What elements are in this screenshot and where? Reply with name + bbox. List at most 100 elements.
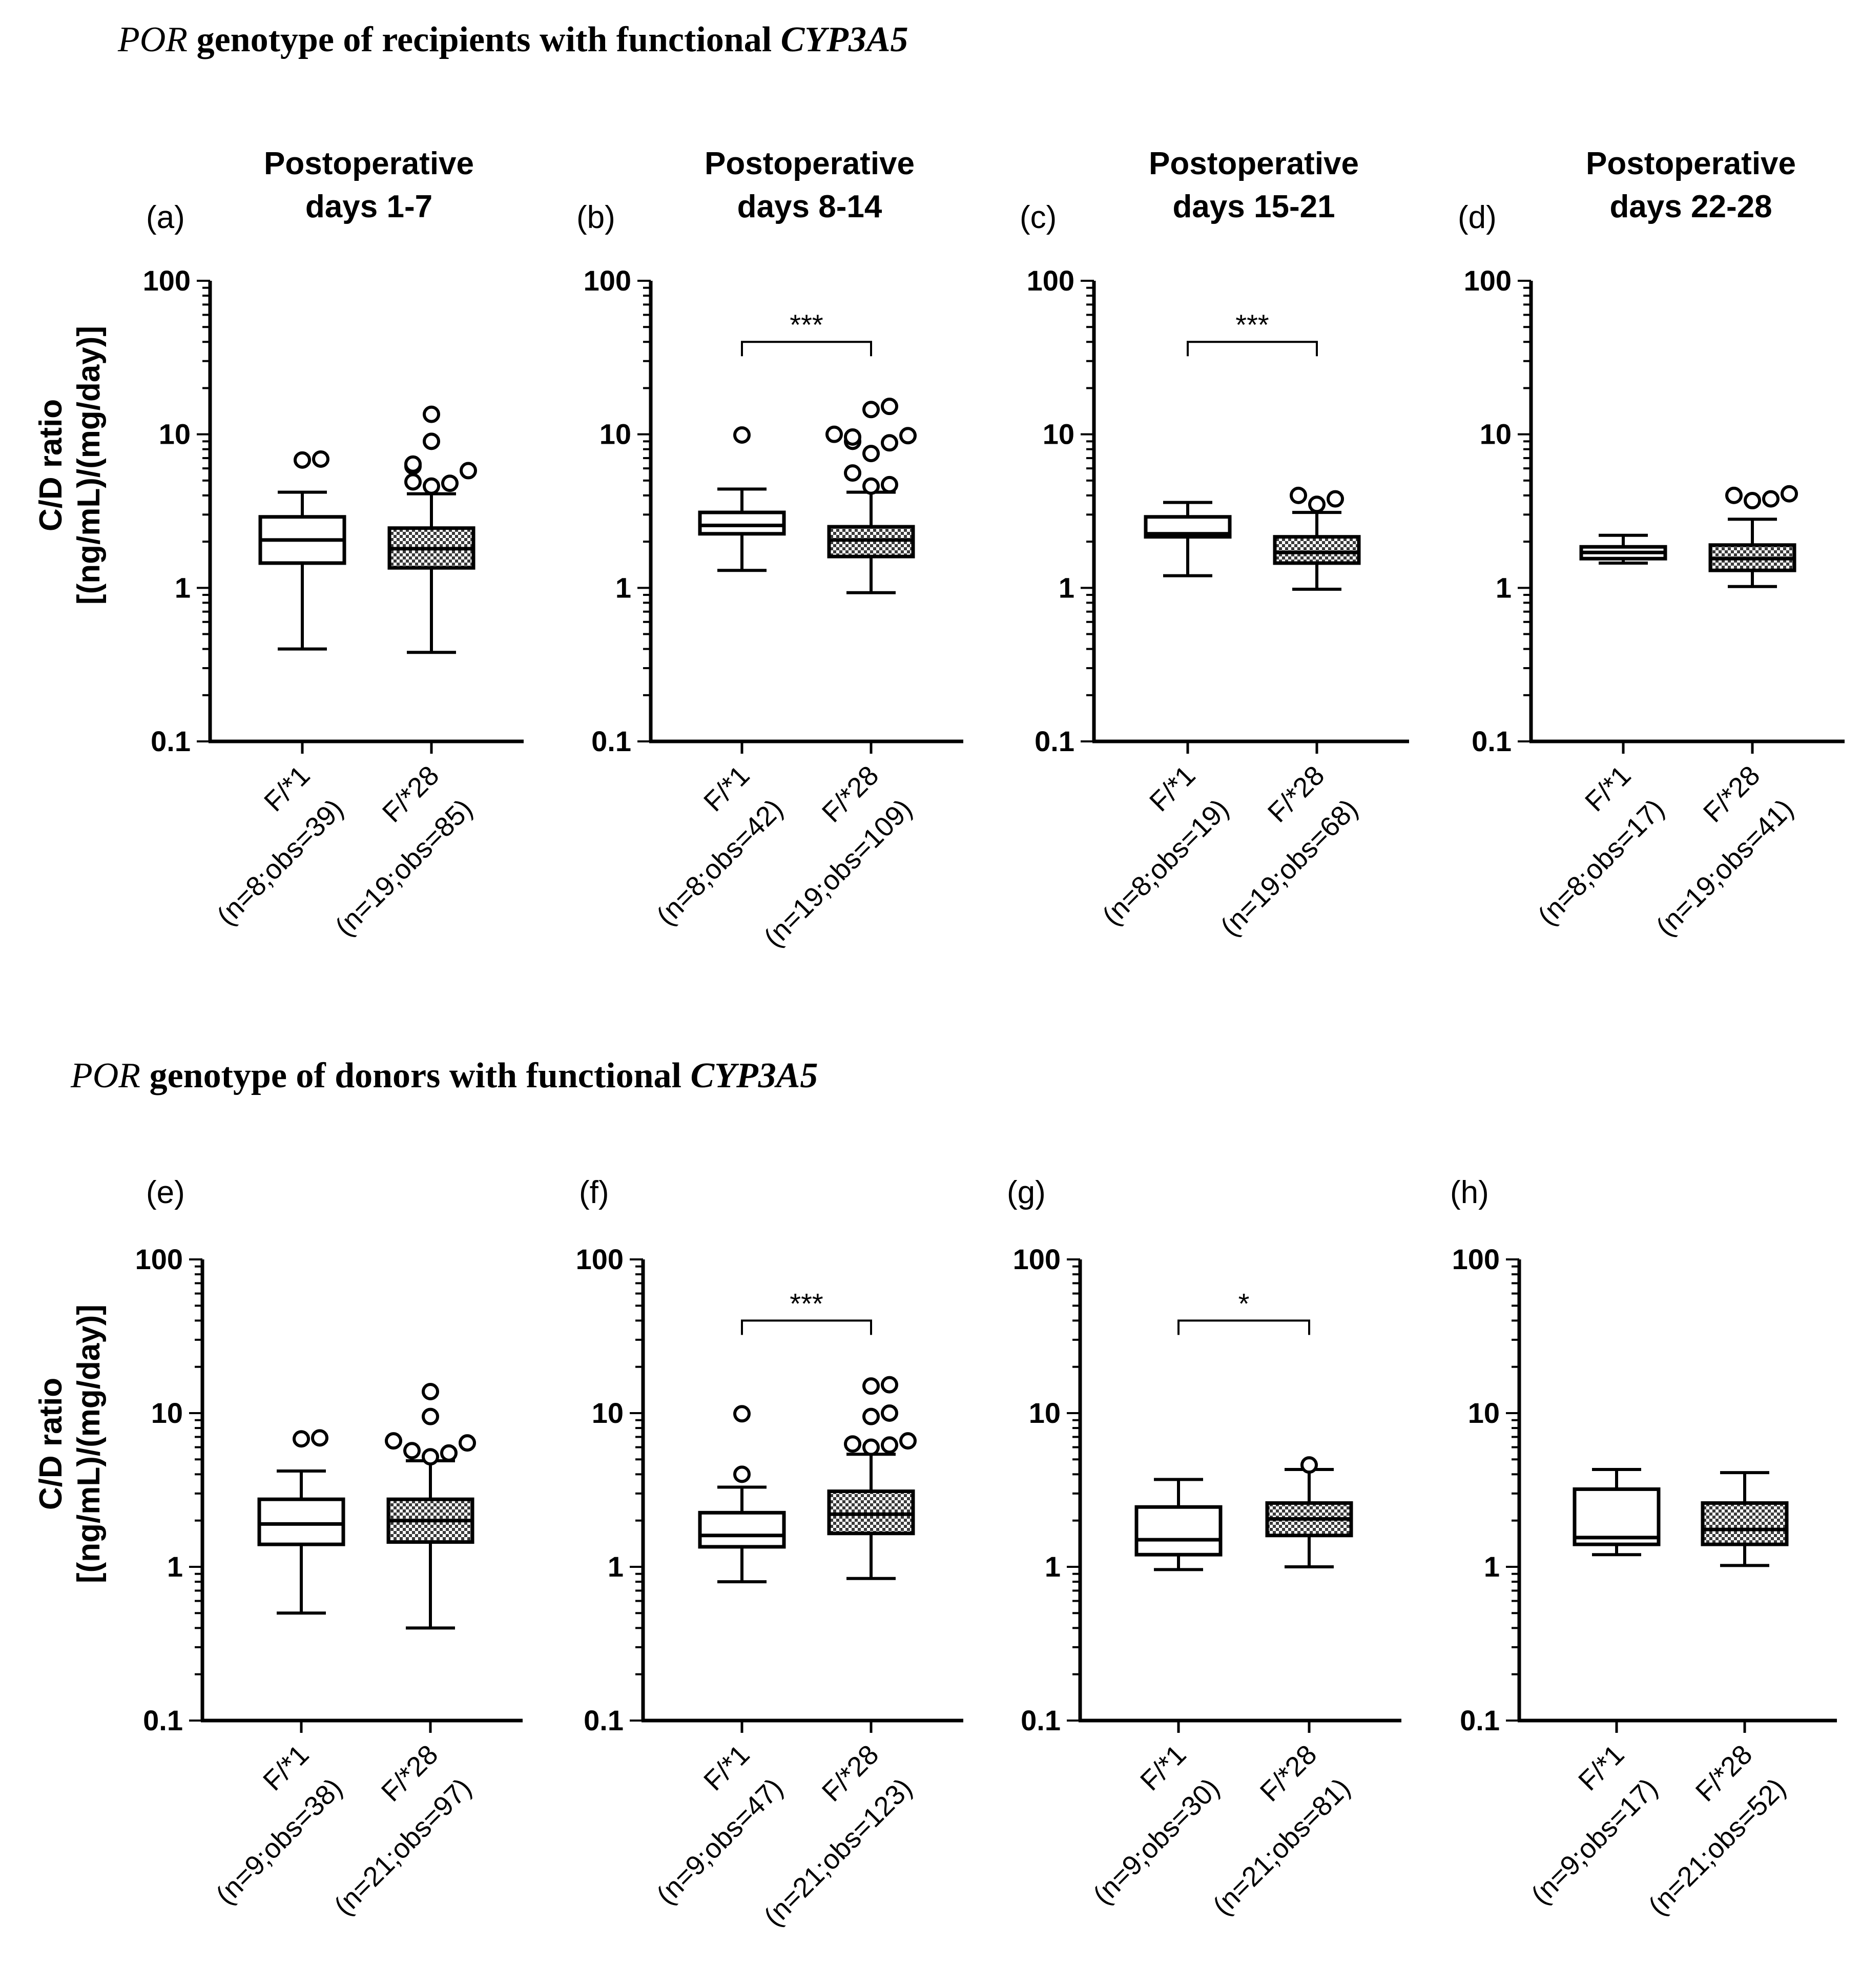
outlier-point <box>862 1438 880 1456</box>
iqr-box <box>1273 535 1361 565</box>
box-f28 <box>1265 1456 1353 1568</box>
significance-label: *** <box>1235 308 1269 341</box>
y-tick-label: 10 <box>599 418 631 450</box>
category-genotype-label: F/*1 <box>1579 760 1637 817</box>
bracket-line <box>741 341 872 357</box>
y-axis-label-top: C/D ratio [(ng/mL)/(mg/day)] <box>33 326 107 605</box>
y-tick-label: 10 <box>1029 1397 1061 1429</box>
y-tick-label: 1 <box>1045 1550 1061 1583</box>
outlier-point <box>294 451 311 469</box>
category-label: F/*28(n=19;obs=41) <box>1650 760 1800 942</box>
y-tick-label: 100 <box>1013 1243 1061 1275</box>
category-label: F/*28(n=19;obs=85) <box>329 760 479 942</box>
outlier-point <box>312 450 329 468</box>
outlier-point <box>422 1448 439 1466</box>
box-f1 <box>1134 1478 1223 1571</box>
box-f1 <box>1579 533 1667 565</box>
category-label: F/*28(n=19;obs=109) <box>758 760 918 953</box>
panel-e: (e) 0.1 1 10 100 F/*1(n=9;obs=38) F/*28(n=21;o… <box>135 1175 523 1921</box>
outlier-point <box>881 1376 898 1394</box>
panel-title-line: Postoperative <box>264 146 474 181</box>
category-label: F/*1(n=8;obs=39) <box>211 760 349 931</box>
section-title-donors: POR genotype of donors with functional C… <box>70 1056 818 1095</box>
category-genotype-label: F/*1 <box>698 760 755 817</box>
y-tick-label: 1 <box>615 571 631 604</box>
outlier-point <box>441 474 459 492</box>
y-tick-label: 0.1 <box>1472 725 1512 757</box>
y-tick-label: 1 <box>608 1550 624 1583</box>
significance-bracket: *** <box>1187 308 1318 357</box>
outlier-point <box>1308 495 1326 513</box>
category-label: F/*28(n=19;obs=68) <box>1215 760 1364 942</box>
box-f1 <box>1573 1467 1661 1557</box>
bracket-line <box>741 1319 872 1335</box>
iqr-box <box>257 1497 345 1546</box>
category-label: F/*1(n=8;obs=19) <box>1097 760 1235 931</box>
bracket-line <box>1177 1319 1310 1335</box>
outlier-point <box>733 1465 751 1483</box>
significance-label: *** <box>790 308 823 341</box>
y-tick-label: 100 <box>1464 264 1512 297</box>
outlier-point <box>311 1429 328 1447</box>
y-axis-label-line2: [(ng/mL)/(mg/day)] <box>71 1304 107 1583</box>
category-label: F/*1(n=9;obs=38) <box>210 1739 348 1911</box>
box-f28 <box>387 405 477 654</box>
significance-bracket: * <box>1177 1287 1310 1335</box>
category-label: F/*1(n=8;obs=17) <box>1532 760 1670 931</box>
outlier-point <box>733 1405 751 1423</box>
category-genotype-label: F/*1 <box>698 1739 755 1796</box>
category-genotype-label: F/*1 <box>257 1739 315 1796</box>
y-tick-label: 1 <box>1059 571 1074 604</box>
y-tick-label: 0.1 <box>584 1704 624 1736</box>
y-tick-label: 0.1 <box>591 725 631 757</box>
panel-a: (a) Postoperative days 1-7 0.1 1 10 100 F/*1(n=… <box>143 146 524 942</box>
outlier-point <box>844 464 861 482</box>
outlier-point <box>844 428 861 446</box>
y-tick-label: 100 <box>1452 1243 1500 1275</box>
significance-label: * <box>1238 1287 1250 1319</box>
y-tick-label: 100 <box>135 1243 183 1275</box>
outlier-point <box>825 425 843 443</box>
panel-title-line: days 8-14 <box>737 189 882 224</box>
category-label: F/*1(n=8;obs=42) <box>651 760 789 931</box>
outlier-point <box>404 473 422 491</box>
category-label: F/*1(n=9;obs=17) <box>1525 1739 1664 1911</box>
panel-letter: (b) <box>576 200 615 235</box>
significance-bracket: *** <box>741 308 872 357</box>
outlier-point <box>460 462 477 480</box>
category-label: F/*28(n=21;obs=97) <box>328 1739 478 1921</box>
box-f28 <box>825 398 917 594</box>
outlier-point <box>1327 490 1344 508</box>
category-genotype-label: F/*1 <box>1144 760 1201 817</box>
outlier-point <box>881 1436 898 1454</box>
box-f1 <box>1144 501 1232 577</box>
y-tick-label: 1 <box>1484 1550 1500 1583</box>
outlier-point <box>385 1432 402 1450</box>
outlier-point <box>440 1444 458 1462</box>
outlier-point <box>423 477 440 495</box>
panel-h: (h) 0.1 1 10 100 F/*1(n=9;obs=17) F/*28(n=21;o… <box>1450 1175 1837 1921</box>
iqr-box <box>698 510 786 536</box>
outlier-point <box>423 432 440 450</box>
panel-title-line: Postoperative <box>1586 146 1796 181</box>
box-f28 <box>385 1383 476 1630</box>
outlier-point <box>844 1435 861 1453</box>
outlier-point <box>1744 492 1761 510</box>
panel-c: (c) Postoperative days 15-21 0.1 1 10 100 F/*1(… <box>1020 146 1409 942</box>
y-tick-label: 1 <box>175 571 191 604</box>
category-label: F/*1(n=9;obs=30) <box>1087 1739 1226 1911</box>
section-title-recipients: POR genotype of recipients with function… <box>117 20 908 59</box>
bracket-line <box>1187 341 1318 357</box>
outlier-point <box>862 477 880 495</box>
panel-title-line: days 1-7 <box>305 189 432 224</box>
outlier-point <box>423 405 440 423</box>
outlier-point <box>881 398 898 416</box>
significance-bracket: *** <box>741 1287 872 1335</box>
panel-letter: (h) <box>1450 1175 1489 1210</box>
outlier-point <box>862 1407 880 1425</box>
outlier-point <box>293 1430 310 1448</box>
y-tick-label: 100 <box>584 264 631 297</box>
y-axis-label-line1: C/D ratio <box>33 399 69 531</box>
outlier-point <box>733 426 751 444</box>
outlier-point <box>862 401 880 419</box>
